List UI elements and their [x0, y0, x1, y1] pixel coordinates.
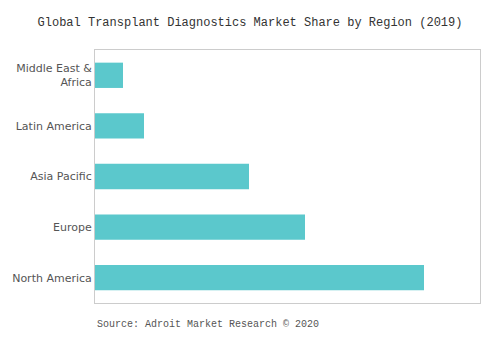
svg-text:Source: Adroit Market Research: Source: Adroit Market Research © 2020 [97, 319, 319, 330]
svg-text:Latin America: Latin America [16, 120, 92, 133]
svg-text:Global Transplant Diagnostics: Global Transplant Diagnostics Market Sha… [38, 16, 463, 30]
svg-text:North America: North America [12, 272, 92, 285]
svg-text:Europe: Europe [53, 221, 92, 234]
svg-text:Middle East &Africa: Middle East &Africa [16, 62, 92, 89]
svg-text:Asia Pacific: Asia Pacific [30, 170, 92, 183]
